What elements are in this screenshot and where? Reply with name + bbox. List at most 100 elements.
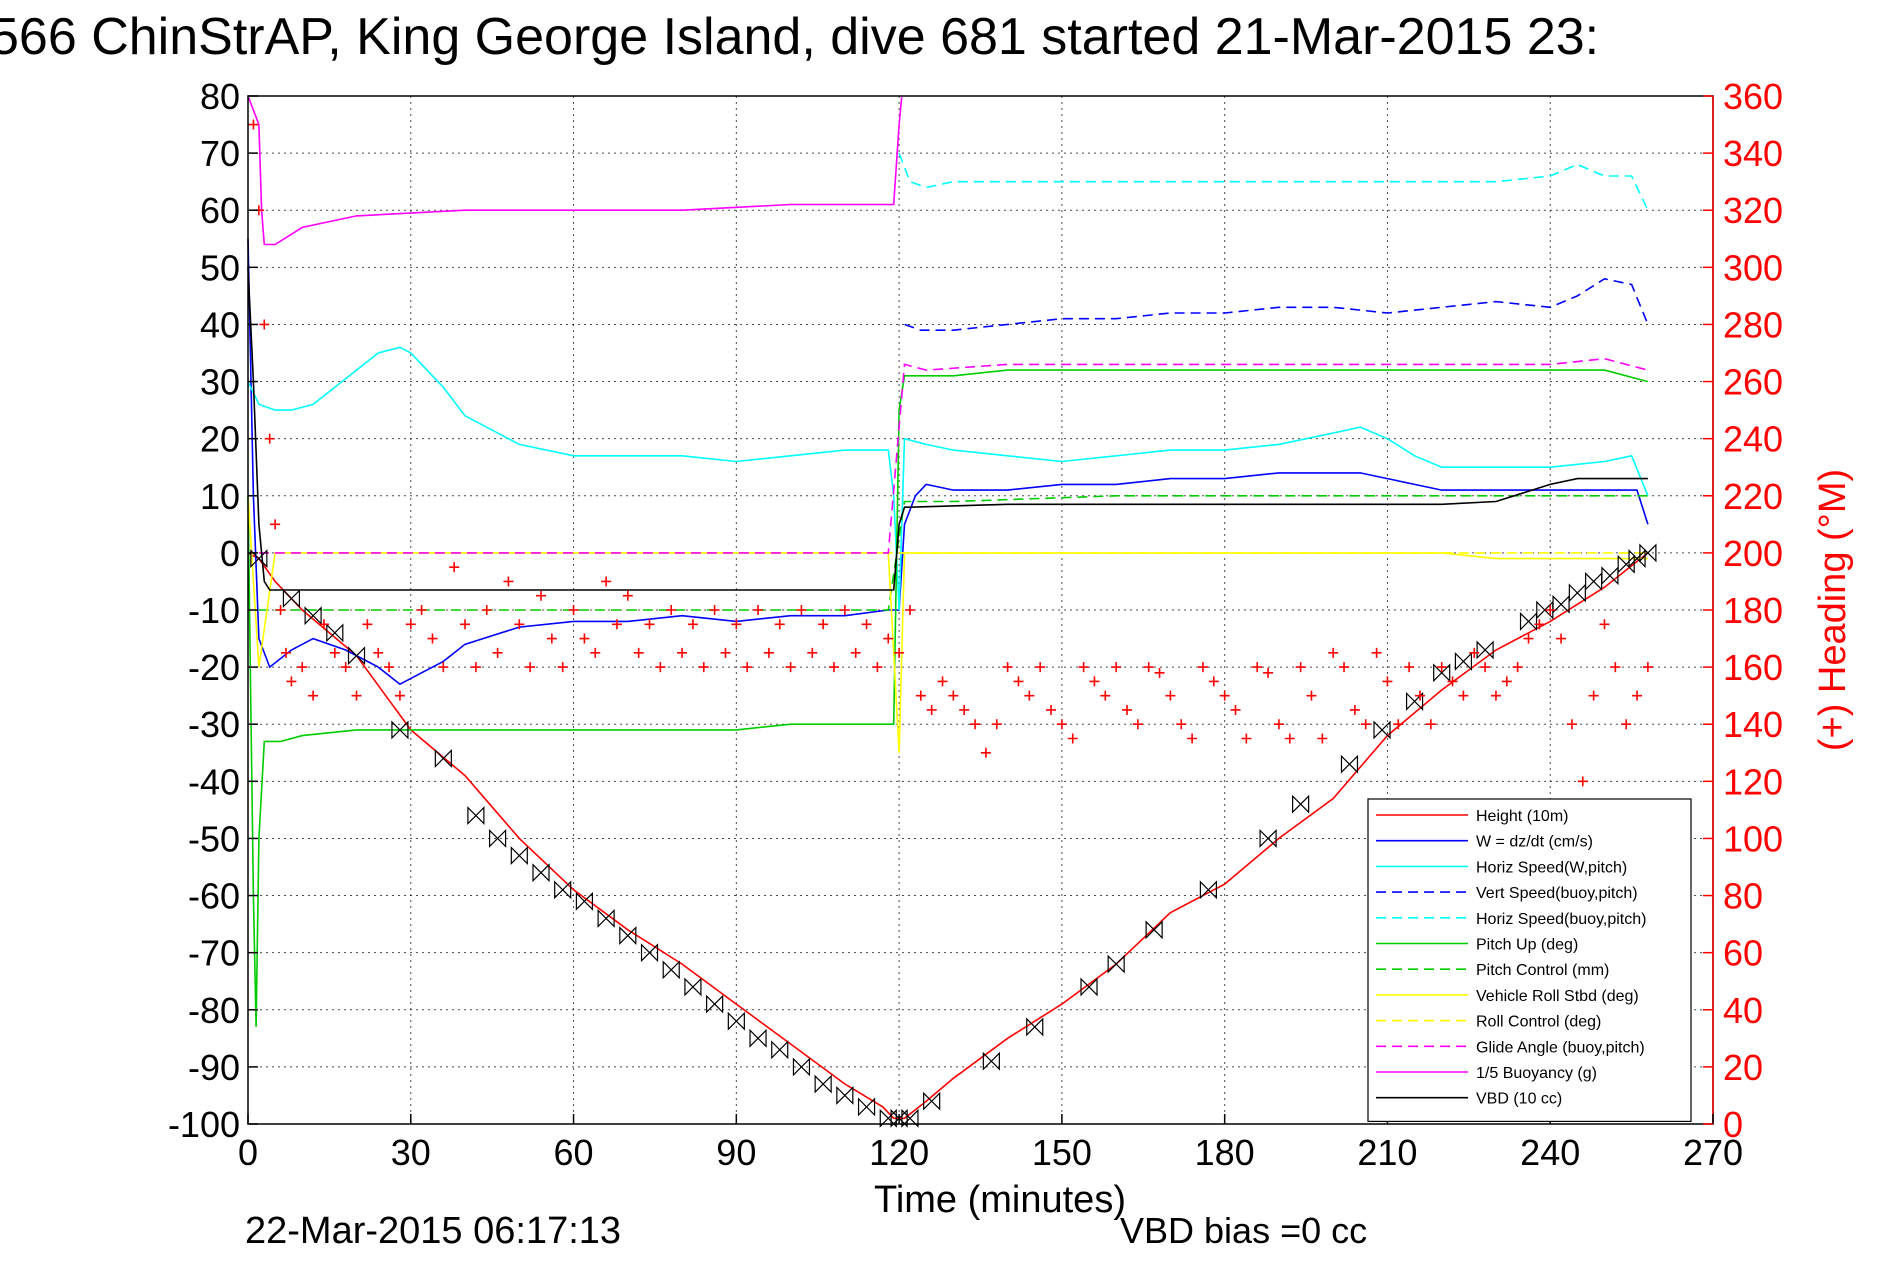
heading-marker (270, 519, 281, 530)
heading-marker (709, 605, 720, 615)
y-right-tick-label: 180 (1723, 590, 1783, 631)
y-right-tick-label: 40 (1723, 990, 1763, 1031)
heading-marker (774, 619, 785, 630)
heading-marker (818, 619, 829, 630)
x-tick-label: 270 (1683, 1132, 1743, 1173)
y-tick-label: -70 (188, 933, 240, 974)
x-tick-label: 30 (391, 1132, 431, 1173)
heading-marker (1588, 690, 1599, 701)
series-line (898, 152, 1649, 211)
legend-label: 1/5 Buoyancy (g) (1476, 1065, 1597, 1082)
x-tick-label: 120 (869, 1132, 929, 1173)
y-right-tick-label: 0 (1723, 1104, 1743, 1145)
heading-marker (1035, 662, 1046, 673)
series-line (247, 95, 903, 246)
x-tick-label: 60 (554, 1132, 594, 1173)
vbd-marker (727, 1011, 745, 1031)
heading-marker (926, 704, 937, 715)
heading-marker (557, 662, 568, 673)
vbd-marker (467, 806, 485, 826)
heading-marker (492, 647, 503, 658)
heading-marker (1100, 690, 1111, 701)
y-tick-label: -100 (168, 1104, 240, 1145)
heading-marker (785, 662, 796, 673)
heading-marker (1263, 667, 1274, 678)
heading-marker (514, 619, 525, 630)
vbd-marker (1292, 794, 1310, 814)
series-line (247, 495, 1648, 753)
heading-marker (1382, 676, 1393, 687)
heading-marker (1545, 605, 1556, 615)
heading-marker (438, 662, 449, 673)
heading-marker (1642, 662, 1653, 673)
heading-marker (1187, 733, 1198, 744)
heading-marker (861, 619, 872, 630)
y-right-tick-label: 100 (1723, 818, 1783, 859)
heading-marker (601, 576, 612, 587)
y-tick-label: -10 (188, 590, 240, 631)
y-right-tick-label: 320 (1723, 190, 1783, 231)
series-line (247, 369, 1649, 1027)
heading-marker (351, 690, 362, 701)
heading-marker (1056, 719, 1067, 730)
heading-marker (1621, 719, 1632, 730)
vbd-marker (282, 589, 301, 609)
x-tick-label: 240 (1520, 1132, 1580, 1173)
vbd-marker (857, 1097, 876, 1117)
y-tick-label: -40 (188, 761, 240, 802)
vbd-marker (1080, 977, 1098, 997)
heading-marker (405, 619, 416, 630)
vbd-marker (434, 749, 452, 768)
y-tick-label: 70 (200, 133, 240, 174)
vbd-marker (510, 846, 528, 866)
heading-marker (329, 647, 340, 658)
heading-marker (318, 619, 329, 630)
heading-marker (1480, 662, 1491, 673)
heading-marker (1371, 647, 1382, 658)
heading-marker (1349, 704, 1360, 715)
heading-marker (460, 619, 471, 630)
heading-marker (394, 690, 405, 701)
heading-marker (1078, 662, 1089, 673)
vbd-marker (488, 828, 507, 848)
heading-marker (481, 605, 492, 615)
heading-marker (1132, 719, 1143, 730)
heading-marker (1447, 676, 1458, 687)
heading-marker (1111, 662, 1122, 673)
heading-marker (259, 319, 270, 330)
heading-marker (1328, 647, 1339, 658)
heading-marker (1577, 776, 1588, 787)
vbd-marker (923, 1091, 941, 1111)
y-tick-label: 30 (200, 362, 240, 403)
heading-marker (698, 662, 709, 673)
vbd-marker (662, 960, 680, 980)
vbd-marker (1145, 920, 1163, 940)
heading-marker (1393, 719, 1404, 730)
x-axis-label: Time (minutes) (874, 1179, 1126, 1221)
heading-marker (611, 619, 622, 630)
vbd-marker (836, 1085, 854, 1105)
heading-marker (666, 605, 677, 615)
vbd-marker (619, 926, 637, 945)
series-line (247, 238, 1649, 686)
heading-marker (275, 605, 286, 615)
heading-marker (655, 662, 666, 673)
heading-marker (280, 647, 291, 658)
y-tick-label: 40 (200, 304, 240, 345)
x-tick-label: 90 (716, 1132, 756, 1173)
y-right-tick-label: 80 (1723, 876, 1763, 917)
heading-marker (1458, 690, 1469, 701)
vbd-marker (575, 891, 594, 911)
heading-marker (829, 662, 839, 673)
y-right-tick-label: 280 (1723, 304, 1783, 345)
vbd-marker (1476, 640, 1494, 660)
heading-marker (622, 590, 633, 601)
heading-marker (633, 647, 644, 658)
vbd-marker (347, 646, 366, 666)
heading-marker (883, 633, 894, 644)
heading-marker (1230, 704, 1241, 715)
legend-label: Glide Angle (buoy,pitch) (1476, 1039, 1645, 1056)
series-line (258, 357, 1649, 554)
vbd-marker (1026, 1017, 1044, 1037)
